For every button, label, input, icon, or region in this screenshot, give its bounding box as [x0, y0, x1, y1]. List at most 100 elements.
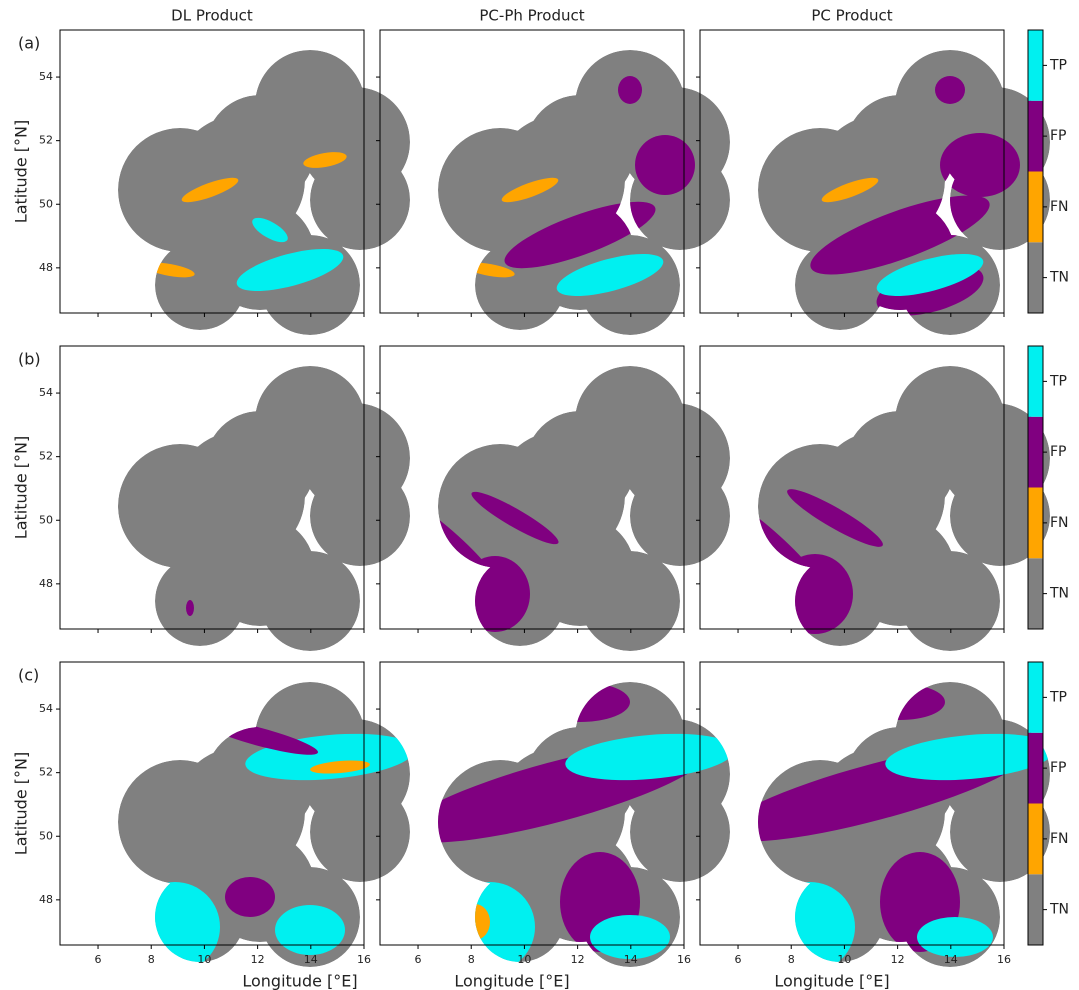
- x-tick-label: 10: [517, 953, 531, 966]
- land-area: [205, 516, 315, 626]
- colorbar-segment: [1028, 558, 1043, 629]
- colorbar-segment: [1028, 30, 1043, 101]
- land-area: [630, 466, 730, 566]
- x-tick-label: 12: [891, 953, 905, 966]
- y-tick-label: 52: [39, 450, 53, 463]
- x-tick-label: 8: [148, 953, 155, 966]
- colorbar-segment: [1028, 101, 1043, 172]
- y-tick-label: 48: [39, 261, 53, 274]
- row-label: (b): [18, 350, 41, 369]
- x-tick-label: 6: [95, 953, 102, 966]
- class-patch: [186, 600, 194, 616]
- column-title: PC-Ph Product: [479, 7, 584, 25]
- colorbar-label: FP: [1050, 444, 1067, 460]
- y-tick-label: 54: [39, 70, 53, 83]
- x-tick-label: 8: [788, 953, 795, 966]
- map-panel: [696, 30, 1050, 335]
- map: [438, 50, 730, 335]
- y-axis-label: Latitude [°N]: [12, 436, 31, 539]
- class-patch: [940, 133, 1020, 197]
- land-area: [845, 411, 955, 521]
- colorbar-label: TN: [1049, 270, 1069, 286]
- land-area: [310, 782, 410, 882]
- y-tick-label: 50: [39, 829, 53, 842]
- y-axis-label: Latitude [°N]: [12, 120, 31, 223]
- column-title: DL Product: [171, 7, 253, 25]
- colorbar-segment: [1028, 346, 1043, 417]
- y-tick-label: 52: [39, 766, 53, 779]
- colorbar-label: FP: [1050, 128, 1067, 144]
- colorbar-segment: [1028, 488, 1043, 559]
- colorbar-label: TP: [1049, 689, 1067, 705]
- map-panel: [376, 30, 730, 335]
- map-panel: [376, 346, 730, 651]
- land-area: [525, 411, 635, 521]
- land-area: [630, 782, 730, 882]
- colorbar-label: FN: [1050, 515, 1069, 531]
- colorbar-segment: [1028, 874, 1043, 945]
- colorbar-label: TP: [1049, 57, 1067, 73]
- map: [758, 50, 1050, 335]
- class-patch: [935, 76, 965, 104]
- y-tick-label: 48: [39, 893, 53, 906]
- class-patch: [777, 554, 853, 634]
- x-tick-label: 10: [197, 953, 211, 966]
- x-tick-label: 16: [357, 953, 371, 966]
- map: [118, 682, 417, 972]
- x-tick-label: 16: [677, 953, 691, 966]
- x-tick-label: 14: [304, 953, 318, 966]
- x-tick-label: 6: [735, 953, 742, 966]
- y-tick-label: 54: [39, 702, 53, 715]
- colorbar-label: FN: [1050, 199, 1069, 215]
- map: [379, 366, 730, 651]
- map: [118, 50, 410, 335]
- class-patch: [618, 76, 642, 104]
- figure: Longitude [°E] (a) Latitude [°N] DL Produc…: [0, 0, 1079, 990]
- map-panel: 6 8 10 12 14 16 48 50 52 54: [39, 662, 417, 972]
- x-axis-label: Longitude [°E]: [774, 972, 889, 990]
- y-tick-label: 50: [39, 513, 53, 526]
- map: [713, 682, 1056, 972]
- colorbar-segment: [1028, 172, 1043, 243]
- y-axis-label: Latitude [°N]: [12, 752, 31, 855]
- map-panel: 48 50 52 54: [39, 30, 410, 335]
- x-tick-label: 8: [468, 953, 475, 966]
- class-patch: [530, 682, 630, 722]
- class-patch: [917, 917, 993, 957]
- x-axis-label: Longitude [°E]: [454, 972, 569, 990]
- x-tick-label: 14: [624, 953, 638, 966]
- x-tick-label: 12: [251, 953, 265, 966]
- row-label: (c): [18, 666, 39, 685]
- colorbar-label: FP: [1050, 760, 1067, 776]
- row-label: (a): [18, 34, 40, 53]
- map: [694, 366, 1050, 651]
- map: [118, 366, 410, 651]
- colorbar-label: TP: [1049, 373, 1067, 389]
- colorbar-segment: [1028, 804, 1043, 875]
- class-patch: [855, 684, 945, 720]
- y-tick-label: 52: [39, 134, 53, 147]
- column-title: PC Product: [811, 7, 892, 25]
- land-area: [310, 466, 410, 566]
- colorbar-label: TN: [1049, 586, 1069, 602]
- x-tick-label: 12: [571, 953, 585, 966]
- class-patch: [460, 556, 530, 632]
- colorbar-segment: [1028, 662, 1043, 733]
- class-patch: [460, 904, 490, 940]
- colorbar-segment: [1028, 417, 1043, 488]
- map-panel: [694, 346, 1050, 651]
- x-tick-label: 10: [837, 953, 851, 966]
- land-area: [205, 411, 315, 521]
- colorbar-label: TN: [1049, 902, 1069, 918]
- y-tick-label: 48: [39, 577, 53, 590]
- map-panel: 48 50 52 54: [39, 346, 410, 651]
- colorbar-label: FN: [1050, 831, 1069, 847]
- x-tick-label: 16: [997, 953, 1011, 966]
- class-patch: [635, 135, 695, 195]
- x-axis-label: Longitude [°E]: [242, 972, 357, 990]
- y-tick-label: 50: [39, 197, 53, 210]
- colorbar-segment: [1028, 733, 1043, 804]
- y-tick-label: 54: [39, 386, 53, 399]
